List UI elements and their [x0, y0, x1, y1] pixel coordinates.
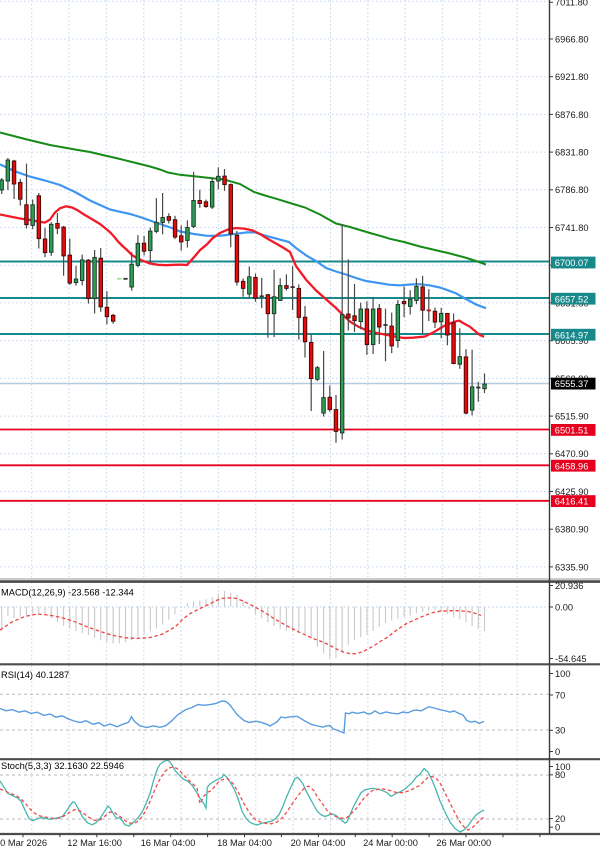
- svg-text:10 Mar 2026: 10 Mar 2026: [0, 838, 47, 848]
- svg-text:80: 80: [555, 770, 565, 780]
- svg-text:16 Mar 04:00: 16 Mar 04:00: [141, 838, 196, 848]
- svg-text:100: 100: [555, 762, 571, 772]
- svg-text:30: 30: [555, 726, 565, 736]
- svg-text:6425.90: 6425.90: [555, 487, 589, 497]
- svg-text:6515.90: 6515.90: [555, 412, 589, 422]
- svg-text:6786.80: 6786.80: [555, 185, 589, 195]
- svg-text:0: 0: [555, 747, 560, 757]
- svg-text:70: 70: [555, 690, 565, 700]
- svg-text:26 Mar 00:00: 26 Mar 00:00: [436, 838, 491, 848]
- svg-text:6966.80: 6966.80: [555, 34, 589, 44]
- svg-text:20 Mar 04:00: 20 Mar 04:00: [291, 838, 346, 848]
- svg-text:Stoch(5,3,3) 32.1630 22.5946: Stoch(5,3,3) 32.1630 22.5946: [1, 761, 124, 771]
- svg-text:0.00: 0.00: [555, 602, 573, 612]
- svg-text:6501.51: 6501.51: [555, 426, 589, 436]
- svg-text:6657.52: 6657.52: [555, 294, 589, 304]
- svg-text:6555.37: 6555.37: [555, 379, 589, 389]
- svg-text:6876.80: 6876.80: [555, 110, 589, 120]
- svg-text:24 Mar 00:00: 24 Mar 00:00: [363, 838, 418, 848]
- svg-text:20.936: 20.936: [555, 581, 583, 591]
- svg-text:6921.80: 6921.80: [555, 72, 589, 82]
- svg-text:6605.90: 6605.90: [555, 336, 589, 346]
- svg-text:6335.90: 6335.90: [555, 562, 589, 572]
- svg-text:MACD(12,26,9) -23.568 -12.344: MACD(12,26,9) -23.568 -12.344: [1, 587, 134, 597]
- svg-text:6741.80: 6741.80: [555, 223, 589, 233]
- svg-text:20: 20: [555, 814, 565, 824]
- svg-text:6614.97: 6614.97: [555, 330, 589, 340]
- svg-text:6458.96: 6458.96: [555, 461, 589, 471]
- svg-text:6416.41: 6416.41: [555, 497, 589, 507]
- svg-text:100: 100: [555, 669, 571, 679]
- svg-text:-54.645: -54.645: [555, 654, 587, 664]
- svg-text:6831.80: 6831.80: [555, 148, 589, 158]
- svg-text:6470.90: 6470.90: [555, 449, 589, 459]
- svg-text:6380.90: 6380.90: [555, 525, 589, 535]
- svg-text:0: 0: [555, 823, 560, 833]
- svg-text:6700.07: 6700.07: [555, 258, 589, 268]
- svg-text:7011.80: 7011.80: [555, 0, 588, 8]
- svg-text:18 Mar 04:00: 18 Mar 04:00: [217, 838, 272, 848]
- svg-text:RSI(14) 40.1287: RSI(14) 40.1287: [1, 670, 69, 680]
- svg-text:12 Mar 16:00: 12 Mar 16:00: [67, 838, 122, 848]
